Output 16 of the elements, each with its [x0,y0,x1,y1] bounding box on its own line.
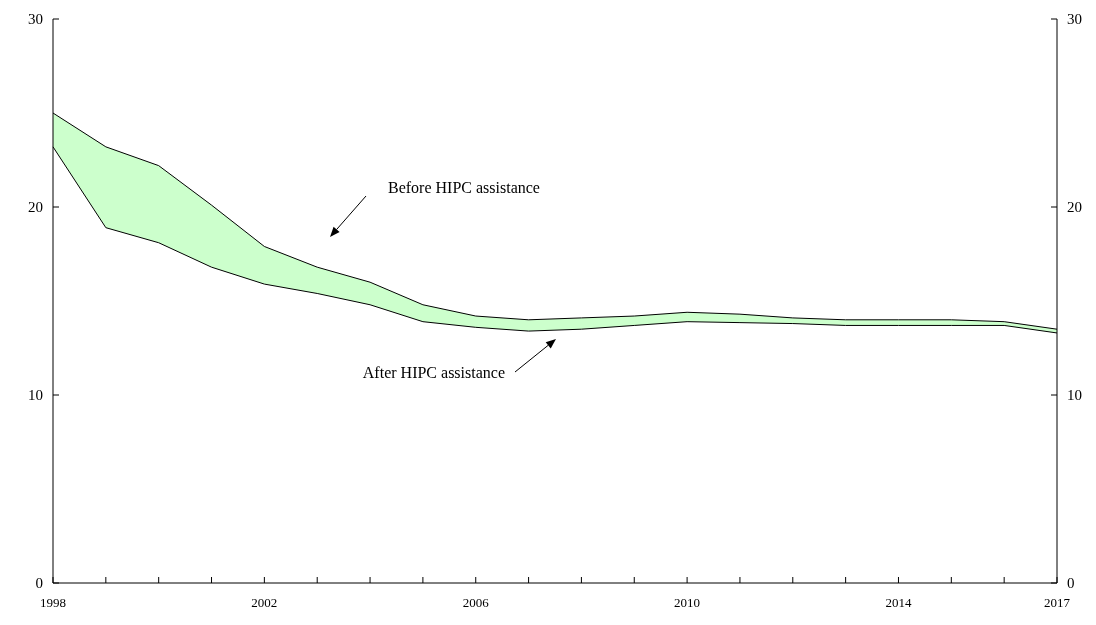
x-tick-label: 2017 [1044,595,1071,610]
y2-tick-label: 10 [1067,387,1082,404]
y-tick-label: 30 [28,11,43,28]
y2-tick-label: 20 [1067,199,1082,216]
y2-tick-label: 0 [1067,575,1075,592]
x-tick-label: 2002 [251,595,278,610]
y-tick-label: 10 [28,387,43,404]
x-tick-label: 1998 [40,595,66,610]
y-tick-label: 0 [35,575,43,592]
x-tick-label: 2006 [462,595,490,610]
y2-tick-label: 30 [1067,11,1082,28]
x-tick-label: 2014 [885,595,912,610]
annotation: Before HIPC assistance [388,179,540,196]
x-tick-label: 2010 [674,595,701,610]
annotation: After HIPC assistance [362,364,505,381]
y-tick-label: 20 [28,199,43,216]
